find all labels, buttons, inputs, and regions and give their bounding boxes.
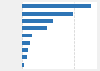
Bar xyxy=(22,19,53,23)
Bar xyxy=(22,4,91,8)
Bar xyxy=(22,41,30,45)
Bar xyxy=(22,12,73,16)
Bar xyxy=(22,48,28,52)
Bar xyxy=(22,63,24,67)
Bar xyxy=(22,55,27,59)
Bar xyxy=(22,26,47,30)
Bar xyxy=(22,34,32,37)
